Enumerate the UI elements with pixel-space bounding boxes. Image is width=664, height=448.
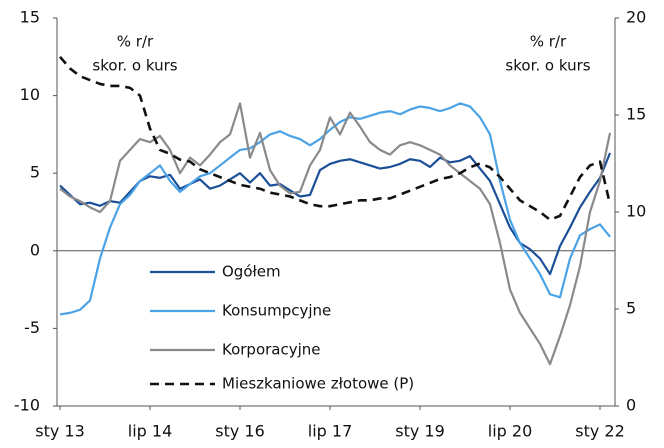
- y-label: % r/r: [117, 33, 154, 51]
- x-tick-label: sty 16: [215, 422, 265, 441]
- x-tick-label: sty 22: [575, 422, 625, 441]
- series-line: [59, 102, 612, 366]
- y2-label: % r/r: [530, 33, 567, 51]
- y2-tick-label: 20: [626, 8, 646, 27]
- y2-tick-label: 0: [626, 396, 636, 415]
- legend-label: Konsumpcyjne: [222, 302, 331, 320]
- y-tick-label: 0: [30, 240, 40, 259]
- y2-tick-label: 10: [626, 202, 646, 221]
- x-tick-label: lip 20: [488, 422, 533, 441]
- x-tick-label: sty 19: [395, 422, 445, 441]
- y2-tick-label: 15: [626, 105, 646, 124]
- legend-label: Korporacyjne: [222, 341, 321, 359]
- y-tick-label: 5: [30, 163, 40, 182]
- x-tick-label: sty 13: [35, 422, 85, 441]
- legend-label: Ogółem: [222, 263, 281, 281]
- legend-label: Mieszkaniowe złotowe (P): [222, 375, 414, 393]
- series-line: [59, 55, 612, 222]
- y-tick-label: 10: [20, 85, 40, 104]
- x-tick-label: lip 14: [128, 422, 173, 441]
- y-tick-label: -10: [14, 396, 40, 415]
- y2-tick-label: 5: [626, 299, 636, 318]
- x-tick-label: lip 17: [308, 422, 353, 441]
- y2-label: skor. o kurs: [505, 57, 590, 75]
- y-label: skor. o kurs: [92, 57, 177, 75]
- series-line: [59, 102, 611, 316]
- y-tick-label: 15: [20, 8, 40, 27]
- y-tick-label: -5: [24, 318, 40, 337]
